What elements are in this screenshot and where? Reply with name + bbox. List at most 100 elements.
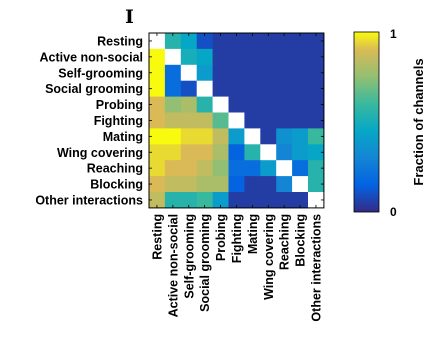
heatmap-cell	[228, 48, 245, 66]
column-label: Fighting	[230, 214, 244, 263]
heatmap-cell	[149, 160, 166, 177]
heatmap-cell	[292, 160, 309, 177]
heatmap-cell	[149, 112, 166, 129]
row-label: Fighting	[94, 114, 143, 128]
heatmap-cell	[276, 160, 293, 177]
heatmap-cell	[260, 144, 277, 161]
row-label: Probing	[96, 98, 143, 112]
heatmap-cell	[180, 192, 198, 209]
heatmap-cell	[149, 48, 166, 66]
heatmap-cell	[164, 64, 182, 82]
heatmap-cell	[308, 128, 325, 145]
heatmap-cell	[260, 33, 277, 50]
row-label: Mating	[103, 130, 143, 144]
heatmap-cell	[196, 128, 213, 145]
heatmap-cell	[244, 192, 261, 209]
heatmap-cell	[292, 48, 309, 66]
heatmap-cell	[212, 144, 229, 161]
row-label: Resting	[97, 34, 143, 48]
heatmap-cell	[308, 64, 325, 82]
heatmap-cell	[260, 48, 277, 66]
heatmap-cell	[180, 64, 198, 82]
heatmap-cell	[228, 144, 245, 161]
heatmap-cell	[180, 80, 198, 97]
heatmap-cell	[196, 48, 213, 66]
heatmap-cell	[164, 48, 182, 66]
heatmap-cell	[212, 33, 229, 50]
heatmap-cell	[196, 192, 213, 209]
heatmap-cell	[228, 80, 245, 97]
heatmap-cell	[308, 80, 325, 97]
heatmap-cell	[292, 144, 309, 161]
column-label: Wing covering	[262, 214, 276, 300]
heatmap-cell	[180, 176, 198, 193]
heatmap-cell	[228, 64, 245, 82]
heatmap-cell	[228, 96, 245, 113]
heatmap-cell	[164, 112, 182, 129]
heatmap-cell	[196, 96, 213, 113]
heatmap-grid	[149, 33, 325, 209]
heatmap-cell	[164, 176, 182, 193]
colorbar-title: Fraction of channels	[411, 58, 426, 185]
heatmap-cell	[244, 80, 261, 97]
heatmap-cell	[292, 80, 309, 97]
heatmap-cell	[149, 96, 166, 113]
heatmap-cell	[276, 128, 293, 145]
row-label: Wing covering	[57, 146, 143, 160]
heatmap-cell	[292, 33, 309, 50]
heatmap-cell	[180, 33, 198, 50]
heatmap-cell	[228, 192, 245, 209]
heatmap-cell	[228, 160, 245, 177]
heatmap-cell	[149, 64, 166, 82]
heatmap-cell	[308, 96, 325, 113]
heatmap-cell	[276, 48, 293, 66]
heatmap-cell	[212, 64, 229, 82]
heatmap-cell	[196, 80, 213, 97]
heatmap-cell	[180, 128, 198, 145]
heatmap-cell	[164, 33, 182, 50]
colorbar-min-label: 0	[390, 205, 397, 219]
heatmap-cell	[292, 64, 309, 82]
heatmap-cell	[260, 192, 277, 209]
heatmap-cell	[228, 176, 245, 193]
heatmap-cell	[260, 128, 277, 145]
heatmap-cell	[244, 64, 261, 82]
colorbar-max-label: 1	[390, 27, 397, 41]
row-label: Social grooming	[45, 82, 143, 96]
heatmap-cell	[276, 144, 293, 161]
heatmap-cell	[244, 144, 261, 161]
heatmap-cell	[308, 144, 325, 161]
column-label: Blocking	[294, 214, 308, 267]
heatmap-cell	[292, 112, 309, 129]
heatmap-cell	[212, 192, 229, 209]
heatmap-cell	[260, 80, 277, 97]
heatmap-cell	[149, 144, 166, 161]
heatmap-cell	[180, 144, 198, 161]
column-label: Self-grooming	[182, 214, 196, 299]
column-label: Other interactions	[309, 214, 323, 322]
column-label: Active non-social	[166, 214, 180, 318]
heatmap-cell	[164, 144, 182, 161]
heatmap-cell	[292, 176, 309, 193]
heatmap-cell	[260, 176, 277, 193]
heatmap-cell	[292, 128, 309, 145]
heatmap-cell	[276, 192, 293, 209]
heatmap-cell	[196, 144, 213, 161]
heatmap-cell	[260, 160, 277, 177]
heatmap-cell	[244, 160, 261, 177]
heatmap-cell	[180, 96, 198, 113]
heatmap-frame	[148, 32, 325, 209]
heatmap-cell	[149, 176, 166, 193]
heatmap-cell	[180, 112, 198, 129]
row-label: Reaching	[87, 162, 143, 176]
heatmap-cell	[244, 96, 261, 113]
heatmap-cell	[196, 176, 213, 193]
heatmap-cell	[196, 64, 213, 82]
heatmap-cell	[308, 176, 325, 193]
heatmap-cell	[308, 33, 325, 50]
column-label: Mating	[246, 214, 260, 254]
heatmap-cell	[292, 96, 309, 113]
heatmap-cell	[260, 96, 277, 113]
row-label: Other interactions	[35, 193, 143, 207]
column-label: Social grooming	[198, 214, 212, 312]
